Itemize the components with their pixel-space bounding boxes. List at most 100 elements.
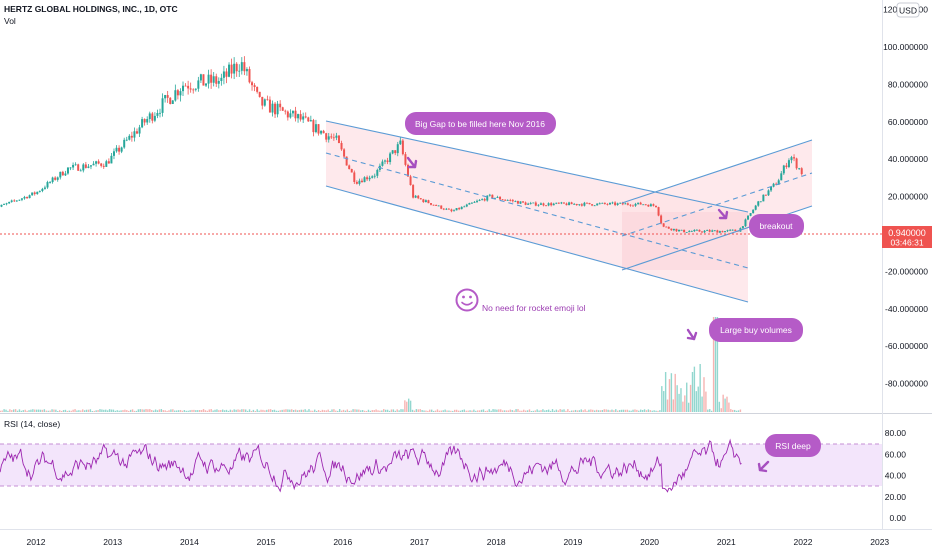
gap-callout-box[interactable] — [405, 112, 556, 135]
candle-body — [15, 200, 18, 202]
volume-bar — [590, 409, 592, 412]
candle-body — [228, 64, 231, 77]
volume-bar — [574, 409, 577, 412]
candle-body — [527, 203, 530, 205]
candle-body — [782, 165, 785, 174]
rsi-title[interactable]: RSI (14, close) — [4, 419, 60, 429]
volume-callout-box[interactable] — [709, 318, 803, 342]
volume-bar — [584, 409, 586, 412]
candle-body — [197, 80, 200, 89]
volume-bar — [733, 409, 736, 412]
volume-bar — [248, 409, 251, 412]
candle-body — [565, 203, 568, 206]
volume-bar — [613, 410, 615, 412]
volume-bar — [567, 409, 569, 412]
volume-bar — [268, 409, 270, 412]
candle-body — [164, 95, 167, 99]
candle-body — [325, 133, 328, 140]
candle-body — [695, 229, 698, 231]
candle-body — [130, 135, 133, 138]
gap-arrow-icon — [406, 156, 418, 169]
candle-body — [473, 201, 476, 203]
volume-bar — [394, 410, 396, 412]
volume-bar — [82, 409, 84, 412]
volume-bar — [3, 409, 5, 412]
candle-body — [614, 202, 617, 205]
volume-bar — [108, 409, 111, 412]
price-tick-label: 100.000000 — [883, 42, 928, 52]
volume-callout-text: Large buy volumes — [720, 325, 792, 335]
volume-bar — [327, 409, 329, 412]
volume-bar — [517, 409, 519, 412]
descending-channel — [325, 120, 749, 303]
symbol-title[interactable]: HERTZ GLOBAL HOLDINGS, INC., 1D, OTC — [4, 4, 178, 14]
volume-bar — [103, 409, 105, 412]
volume-bar — [386, 409, 389, 412]
volume-bar — [384, 409, 387, 412]
candle-body — [399, 140, 402, 145]
volume-bar — [149, 409, 151, 412]
candle-body — [20, 198, 23, 200]
candle-body — [412, 185, 415, 198]
candle-body — [537, 204, 540, 206]
volume-bar — [342, 409, 345, 412]
volume-bar — [663, 391, 665, 412]
rsi-axis-ticks: 80.00 60.00 40.00 20.00 0.00 — [885, 428, 907, 523]
volume-bar — [390, 409, 393, 412]
candle-body — [28, 195, 31, 199]
price-tick-label: -80.000000 — [885, 379, 928, 389]
candle-body — [708, 230, 711, 232]
rsi-callout-box[interactable] — [765, 434, 821, 457]
candle-body — [675, 228, 678, 232]
volume-bar — [415, 409, 418, 412]
volume-bar — [473, 409, 475, 412]
volume-bar — [302, 409, 304, 412]
volume-bar — [641, 410, 644, 412]
candle-body — [713, 230, 716, 232]
volume-bar — [655, 410, 657, 412]
volume-bar — [37, 409, 40, 412]
candle-body — [59, 171, 62, 178]
volume-bar — [528, 409, 531, 412]
volume-bar — [39, 409, 42, 412]
candle-body — [158, 112, 161, 114]
candle-body — [225, 71, 228, 77]
candle-body — [463, 206, 466, 208]
time-tick-label: 2014 — [180, 537, 199, 547]
volume-bar — [258, 410, 260, 412]
candle-body — [542, 203, 545, 206]
currency-badge[interactable] — [896, 2, 920, 18]
volume-bar — [329, 410, 331, 412]
volume-bar — [174, 410, 176, 412]
volume-bar — [442, 410, 444, 412]
breakout-callout-box[interactable] — [749, 214, 804, 238]
volume-indicator-label[interactable]: Vol — [4, 16, 16, 26]
volume-bar — [158, 409, 161, 412]
volume-bar — [371, 410, 373, 412]
candle-body — [555, 202, 558, 204]
volume-bar — [661, 386, 663, 412]
smiley-icon — [455, 288, 479, 312]
volume-bar — [728, 402, 730, 412]
volume-bar — [678, 393, 680, 412]
candle-body — [133, 131, 136, 138]
candle-body — [619, 202, 622, 204]
volume-bar — [737, 410, 740, 412]
volume-bar — [187, 410, 189, 412]
candle-body — [146, 119, 149, 123]
candle-body — [366, 177, 369, 180]
candle-body — [626, 203, 629, 205]
time-tick-label: 2017 — [410, 537, 429, 547]
candle-body — [84, 164, 87, 168]
candle-body — [772, 183, 775, 187]
volume-bar — [565, 410, 567, 412]
volume-bar — [432, 410, 435, 412]
volume-bar — [195, 410, 197, 412]
volume-bar — [124, 409, 126, 412]
volume-bar — [141, 409, 143, 412]
volume-bar — [266, 409, 268, 412]
volume-bar — [373, 410, 375, 412]
volume-bar — [340, 410, 343, 412]
volume-bar — [164, 410, 166, 412]
candle-body — [253, 85, 256, 88]
